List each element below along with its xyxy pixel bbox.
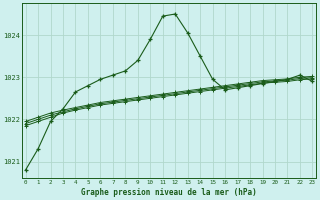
X-axis label: Graphe pression niveau de la mer (hPa): Graphe pression niveau de la mer (hPa) [81,188,257,197]
